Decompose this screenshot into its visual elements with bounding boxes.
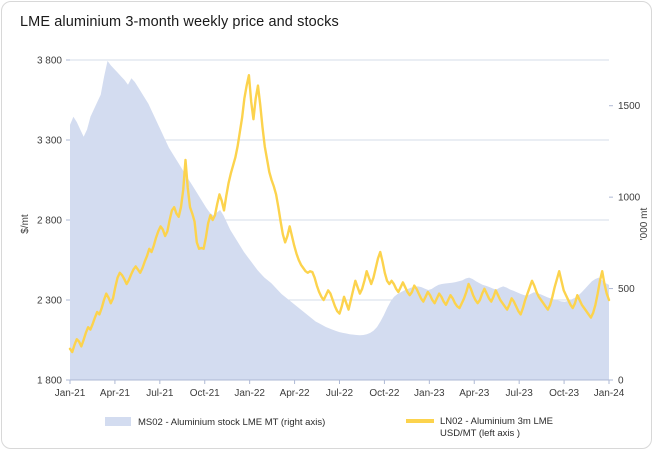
x-tick-label: Apr-22: [280, 388, 310, 399]
right-axis-ticks: 0 500 1000 1500: [609, 101, 641, 387]
x-tick-label: Oct-23: [549, 388, 579, 399]
y-tick-label: 3 800: [37, 56, 62, 67]
price-line-path: [68, 74, 611, 354]
y-tick-label: 2 800: [37, 216, 62, 227]
y-tick-label: 3 300: [37, 136, 62, 147]
x-tick-label: Apr-23: [459, 388, 489, 399]
x-tick-label: Apr-21: [100, 388, 130, 399]
x-axis-ticks: Jan-21 Apr-21 Jul-21 Oct-21 Jan-22 Apr-22 Jul-…: [55, 380, 625, 399]
legend-label-price-line2: USD/MT (left axis ): [440, 428, 520, 439]
x-tick-label: Oct-21: [190, 388, 220, 399]
x-tick-label: Jul-22: [326, 388, 354, 399]
x-tick-label: Jan-24: [594, 388, 625, 399]
left-axis-ticks: 1 800 2 300 2 800 3 300 3 800: [37, 56, 70, 387]
x-tick-label: Jul-23: [506, 388, 534, 399]
x-tick-label: Jul-21: [146, 388, 174, 399]
legend-swatch-stock: [105, 417, 131, 426]
x-tick-label: Jan-23: [414, 388, 445, 399]
chart-legend: MS02 - Aluminium stock LME MT (right axi…: [105, 416, 553, 439]
right-axis-title: '000 mt: [639, 208, 650, 241]
y2-tick-label: 1500: [618, 101, 641, 112]
y-tick-label: 1 800: [37, 376, 62, 387]
price-line-series: [68, 74, 611, 354]
x-tick-label: Jan-21: [55, 388, 86, 399]
page-title: LME aluminium 3-month weekly price and s…: [20, 14, 339, 30]
y-tick-label: 2 300: [37, 296, 62, 307]
x-tick-label: Oct-22: [369, 388, 399, 399]
y2-tick-label: 1000: [618, 193, 641, 204]
left-axis-title: $/mt: [20, 214, 31, 234]
y2-tick-label: 0: [618, 376, 624, 387]
legend-label-price-line1: LN02 - Aluminium 3m LME: [440, 416, 553, 427]
x-tick-label: Jan-22: [234, 388, 265, 399]
y2-tick-label: 500: [618, 284, 635, 295]
legend-label-stock: MS02 - Aluminium stock LME MT (right axi…: [138, 417, 325, 428]
